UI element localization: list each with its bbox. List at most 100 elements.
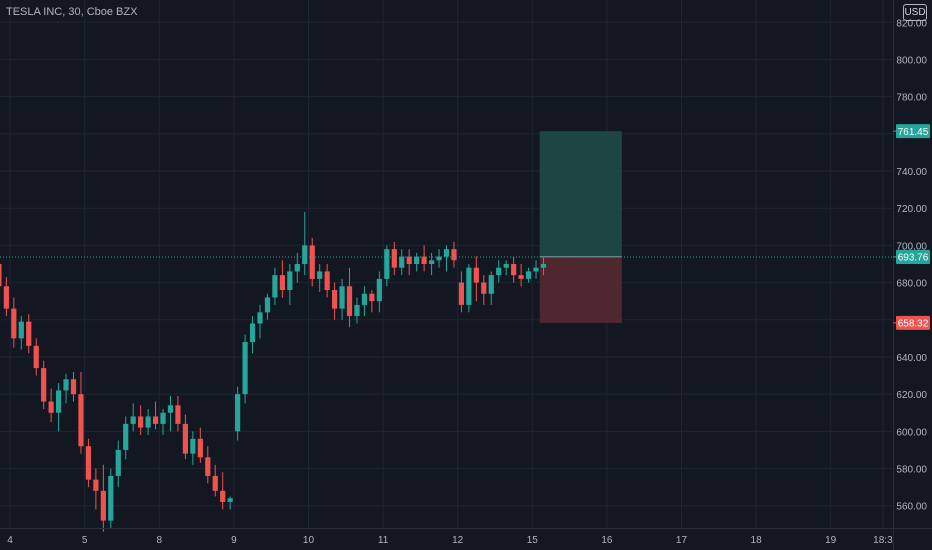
time-tick-label: 10 xyxy=(303,535,315,546)
price-badge: 693.76 xyxy=(893,250,930,265)
candle-body xyxy=(346,286,353,317)
price-tick-label: 780.00 xyxy=(896,93,927,104)
candle-body xyxy=(458,282,465,305)
candle-body xyxy=(167,405,174,413)
candle-body xyxy=(257,312,263,324)
candle-body xyxy=(235,394,241,432)
candle-body xyxy=(287,271,293,291)
candle-body xyxy=(466,267,472,305)
long-position-tool[interactable] xyxy=(539,131,622,323)
candle-body xyxy=(518,275,524,279)
price-badge-bg xyxy=(896,250,930,265)
time-tick-label: 15 xyxy=(527,535,539,546)
time-tick-label: 18 xyxy=(751,535,763,546)
currency-button[interactable]: USD xyxy=(903,4,927,21)
candle-body xyxy=(317,271,323,279)
price-tick-label: 620.00 xyxy=(896,390,927,401)
time-axis[interactable]: 4 5 8 9 10 11 12 15 16 17 18 19 18:3 xyxy=(0,528,932,547)
time-tick-label: 9 xyxy=(231,535,237,546)
price-axis[interactable]: 560.00580.00600.00620.00640.00660.00680.… xyxy=(893,0,928,550)
candle-body xyxy=(78,394,84,447)
candle-body xyxy=(18,321,24,339)
candle-body xyxy=(3,286,9,309)
candle-body xyxy=(503,264,509,268)
candle-body xyxy=(0,264,2,287)
candle-body xyxy=(249,323,256,343)
price-tick-label: 720.00 xyxy=(896,204,927,215)
price-tick-label: 680.00 xyxy=(896,279,927,290)
candle-body xyxy=(451,249,457,261)
price-badge: 761.45 xyxy=(893,124,930,139)
candle-body xyxy=(354,304,360,317)
candle-body xyxy=(108,475,114,521)
candle-body xyxy=(115,449,121,476)
candle-body xyxy=(70,379,77,395)
time-tick-label: 4 xyxy=(7,535,13,546)
candle-body xyxy=(63,379,69,391)
candle-body xyxy=(302,245,308,264)
candle-body xyxy=(324,271,330,291)
candle-body xyxy=(376,278,382,302)
candle-body xyxy=(428,260,435,264)
time-tick-label: 16 xyxy=(601,535,613,546)
candle-body xyxy=(123,423,129,450)
candle-body xyxy=(175,405,181,424)
time-tick-label: 18:3 xyxy=(873,535,893,546)
candle-body xyxy=(399,256,405,268)
price-tick-label: 560.00 xyxy=(896,502,927,513)
candle-body xyxy=(436,256,442,261)
price-tick-label: 700.00 xyxy=(896,241,927,252)
candle-body xyxy=(130,416,136,424)
candle-body xyxy=(473,267,479,283)
candle-body xyxy=(272,275,278,298)
candle-body xyxy=(160,412,166,424)
candle-body xyxy=(26,321,32,346)
candle-body xyxy=(55,390,62,413)
stop-zone xyxy=(539,256,622,323)
candle-body xyxy=(361,293,368,305)
candle-body xyxy=(197,438,203,458)
candle-body xyxy=(279,275,285,291)
target-zone xyxy=(539,131,622,257)
candle-body xyxy=(488,275,494,294)
candle-body xyxy=(339,286,345,309)
candle-body xyxy=(145,416,151,428)
chart-grid xyxy=(0,0,893,528)
time-tick-label: 17 xyxy=(676,535,688,546)
candle-body xyxy=(406,256,412,264)
candle-body xyxy=(182,423,188,454)
candle-body xyxy=(533,267,539,272)
candle-body xyxy=(11,308,17,339)
candle-body xyxy=(85,446,92,480)
candle-body xyxy=(421,256,427,264)
candle-body xyxy=(41,368,47,402)
candle-body xyxy=(33,345,39,369)
candle-body xyxy=(100,490,106,521)
candle-body xyxy=(391,249,397,268)
candle-body xyxy=(227,498,233,502)
price-badge-bg xyxy=(896,315,930,330)
candle-body xyxy=(496,267,502,276)
candle-body xyxy=(332,290,338,309)
candle-body xyxy=(152,416,159,424)
price-tick-label: 640.00 xyxy=(896,353,927,364)
candle-body xyxy=(190,438,196,454)
candle-body xyxy=(205,457,211,476)
price-badge-label: 761.45 xyxy=(898,127,929,138)
symbol-title[interactable]: TESLA INC, 30, Cboe BZX xyxy=(6,6,138,18)
price-badge: 658.32 xyxy=(893,315,930,330)
time-tick-label: 12 xyxy=(452,535,464,546)
time-tick-label: 8 xyxy=(157,535,163,546)
candle-body xyxy=(540,264,547,268)
time-tick-label: 19 xyxy=(825,535,837,546)
time-tick-label: 5 xyxy=(82,535,88,546)
price-tick-label: 800.00 xyxy=(896,55,927,66)
candle-body xyxy=(369,293,375,302)
candle-body xyxy=(93,479,99,491)
candle-body xyxy=(138,416,144,428)
candle-body xyxy=(242,342,248,395)
candle-body xyxy=(264,297,271,313)
price-tick-label: 820.00 xyxy=(896,18,927,29)
